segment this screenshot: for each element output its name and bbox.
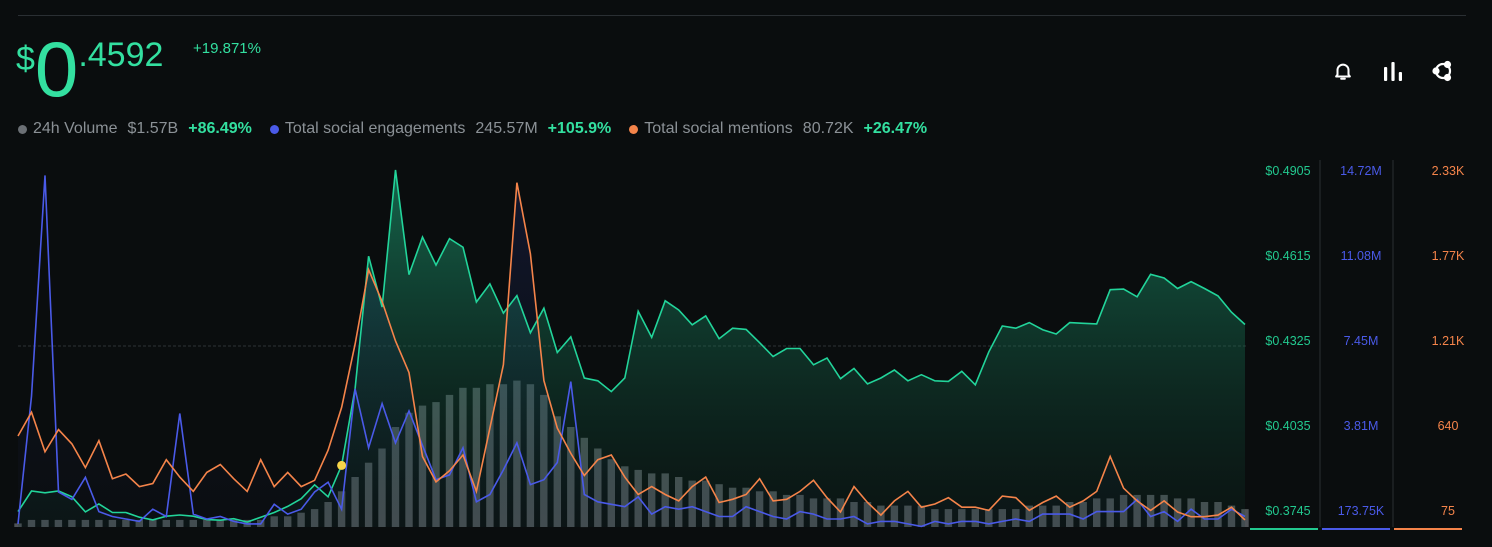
axis-tick-label: 1.21K <box>1432 334 1465 348</box>
axis-tick-label: 2.33K <box>1432 164 1465 178</box>
axis-tick-label: $0.4035 <box>1265 419 1310 433</box>
chart-legend: 24h Volume $1.57B +86.49% Total social e… <box>18 120 945 138</box>
legend-value: $1.57B <box>127 120 179 137</box>
price-currency: $ <box>16 40 35 78</box>
price-integer: 0 <box>34 25 79 113</box>
highlight-point <box>337 460 347 470</box>
legend-dot <box>18 124 27 134</box>
price-decimal: .4592 <box>78 36 164 74</box>
mentions-line <box>17 182 1246 521</box>
legend-label: Total social mentions <box>644 120 793 137</box>
legend-value: 245.57M <box>475 120 538 137</box>
axis-tick-label: 640 <box>1438 419 1459 433</box>
axis-tick-label: $0.3745 <box>1265 504 1310 518</box>
axis-tick-label: 75 <box>1441 504 1455 518</box>
legend-item-mentions[interactable]: Total social mentions 80.72K +26.47% <box>629 120 927 138</box>
legend-dot <box>269 124 279 134</box>
price-change: +19.871% <box>193 40 261 57</box>
legend-item-engagements[interactable]: Total social engagements 245.57M +105.9% <box>269 120 612 138</box>
mentions-area <box>18 182 1245 527</box>
legend-value: 80.72K <box>802 120 854 137</box>
price-line <box>17 169 1246 523</box>
legend-change: +105.9% <box>547 120 612 137</box>
axis-tick-label: 14.72M <box>1340 164 1382 178</box>
price-social-chart[interactable]: $0.4905 $0.4615 $0.4325 $0.4035 $0.3745 14.72… <box>0 155 1492 547</box>
share-icon[interactable] <box>1430 58 1456 84</box>
bar-chart-icon[interactable] <box>1380 58 1406 84</box>
header-divider <box>18 15 1466 16</box>
axis-tick-label: $0.4905 <box>1265 164 1310 178</box>
price-display: $ 0 .4592 <box>16 25 164 113</box>
legend-dot <box>629 124 639 134</box>
legend-label: 24h Volume <box>33 120 118 137</box>
axis-tick-label: 173.75K <box>1338 504 1385 518</box>
chart-toolbar <box>1330 58 1456 84</box>
legend-item-volume[interactable]: 24h Volume $1.57B +86.49% <box>18 120 252 138</box>
engagements-line <box>17 175 1246 528</box>
legend-change: +86.49% <box>188 120 252 137</box>
axis-tick-label: 3.81M <box>1344 419 1379 433</box>
axis-tick-label: 11.08M <box>1341 249 1382 263</box>
legend-change: +26.47% <box>863 120 928 137</box>
bell-icon[interactable] <box>1330 58 1356 84</box>
axis-tick-label: $0.4325 <box>1265 334 1310 348</box>
legend-label: Total social engagements <box>284 120 466 137</box>
axis-tick-label: $0.4615 <box>1265 249 1310 263</box>
axis-tick-label: 7.45M <box>1344 334 1379 348</box>
axis-tick-label: 1.77K <box>1432 249 1465 263</box>
